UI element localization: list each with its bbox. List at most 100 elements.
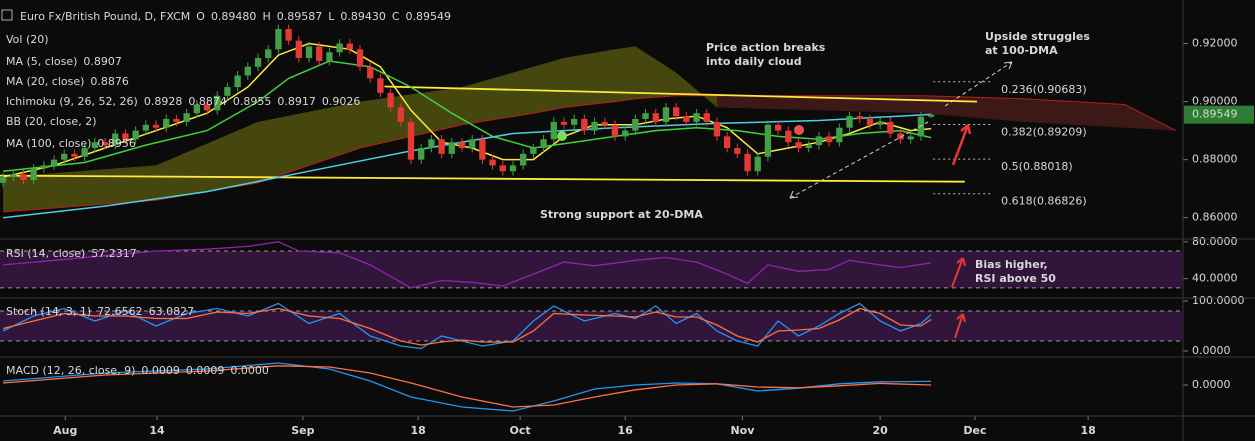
candle-body xyxy=(458,142,466,149)
candle-body xyxy=(285,29,292,41)
arrow-head xyxy=(1003,61,1013,70)
y-tick-label: 0.0000 xyxy=(1192,344,1231,357)
arrows xyxy=(789,61,1013,339)
red-arrow xyxy=(951,257,964,288)
candle-body xyxy=(917,116,925,137)
fib-label: 0.618(0.86826) xyxy=(1001,195,1087,208)
candle-body xyxy=(10,174,17,178)
candle-body xyxy=(825,136,833,143)
panel-value: 0.0009 xyxy=(186,364,225,377)
chart-title: Euro Fx/British Pound, D, FXCM xyxy=(20,10,190,23)
candle-body xyxy=(642,113,649,119)
study-value: 0.8955 xyxy=(233,95,272,108)
x-tick-label: Aug xyxy=(53,424,77,437)
candle-body xyxy=(774,124,782,131)
panel-title: RSI (14, close) xyxy=(6,247,85,260)
candle-body xyxy=(305,46,313,59)
candle-body xyxy=(356,49,364,67)
band-fill xyxy=(0,251,1182,288)
indicator-line xyxy=(3,241,932,289)
ohlc-label: H xyxy=(262,10,270,23)
trendline xyxy=(0,174,965,183)
candle-body xyxy=(71,153,78,157)
indicator-line xyxy=(3,365,932,408)
study-name: MA (5, close) xyxy=(6,55,77,68)
candle-body xyxy=(652,113,659,122)
candle-body xyxy=(581,119,588,131)
study-value: 0.8874 xyxy=(188,95,227,108)
candle-body xyxy=(499,165,506,172)
arrow-head xyxy=(956,257,966,267)
candle-body xyxy=(927,114,935,117)
candle-body xyxy=(142,124,149,131)
cloud-segment xyxy=(615,46,636,102)
moving-average xyxy=(2,42,932,178)
candle-body xyxy=(152,124,160,128)
candle-body xyxy=(397,107,404,122)
candle-body xyxy=(622,130,629,137)
candle-body xyxy=(275,29,282,50)
study-value: 0.8917 xyxy=(277,95,316,108)
candle-body xyxy=(407,121,415,160)
annotation: Price action breaks xyxy=(706,41,826,54)
candle-body xyxy=(611,124,619,137)
candle-body xyxy=(876,121,884,125)
candle-body xyxy=(571,119,578,125)
collapse-button[interactable] xyxy=(1,9,13,21)
x-tick-label: Dec xyxy=(963,424,986,437)
study-value: 0.8876 xyxy=(90,75,129,88)
annotation: RSI above 50 xyxy=(975,272,1056,285)
ohlc-label: C xyxy=(392,10,400,23)
candle-body xyxy=(764,124,772,157)
panel-title: MACD (12, 26, close, 9) xyxy=(6,364,135,377)
candle-body xyxy=(469,139,476,149)
candle-body xyxy=(489,159,496,166)
y-tick-label: 0.88000 xyxy=(1192,153,1238,166)
arrow-head xyxy=(960,124,972,135)
fib-label: 0.236(0.90683) xyxy=(1001,83,1087,96)
moving-average xyxy=(3,113,932,219)
x-tick-label: 20 xyxy=(872,424,888,437)
candle-body xyxy=(265,49,272,59)
candle-body xyxy=(214,95,221,111)
candle-body xyxy=(112,133,119,146)
candle-body xyxy=(81,148,88,157)
ohlc-value: 0.89587 xyxy=(277,10,323,23)
candle-body xyxy=(254,58,262,67)
cloud-segment xyxy=(635,46,677,99)
x-tick-label: 16 xyxy=(618,424,634,437)
candle-body xyxy=(601,121,608,125)
last-price-box xyxy=(1184,105,1254,124)
x-tick-label: 18 xyxy=(410,424,425,437)
y-tick-label: 40.0000 xyxy=(1192,272,1238,285)
candle-body xyxy=(122,133,129,140)
study-value: 0.8928 xyxy=(144,95,183,108)
candle-body xyxy=(530,148,537,154)
annotation: Bias higher, xyxy=(975,258,1048,271)
cloud-segment xyxy=(258,101,360,183)
annotation: Upside struggles xyxy=(985,30,1090,43)
candle-body xyxy=(20,174,27,180)
candle-body xyxy=(0,177,7,183)
background-layer xyxy=(0,46,1182,342)
indicator-line xyxy=(2,307,932,346)
candle-body xyxy=(244,66,251,76)
ohlc-label: O xyxy=(196,10,205,23)
candle-body xyxy=(316,46,323,61)
panel-value: 57.2317 xyxy=(91,247,137,260)
candle-body xyxy=(30,168,37,180)
y-tick-label: 0.0000 xyxy=(1192,378,1231,391)
study-name: Ichimoku (9, 26, 52, 26) xyxy=(6,95,138,108)
candle-body xyxy=(295,40,302,59)
cloud-segment xyxy=(533,58,564,114)
candle-body xyxy=(815,136,823,146)
y-tick-label: 0.86000 xyxy=(1192,211,1238,224)
annotation: Strong support at 20-DMA xyxy=(540,208,703,221)
candle-body xyxy=(662,107,670,122)
y-tick-label: 100.0000 xyxy=(1192,294,1245,307)
candle-body xyxy=(346,43,353,50)
candle-body xyxy=(887,121,894,134)
cloud-segment xyxy=(156,121,258,201)
fib-label: 0.382(0.89209) xyxy=(1001,126,1087,139)
